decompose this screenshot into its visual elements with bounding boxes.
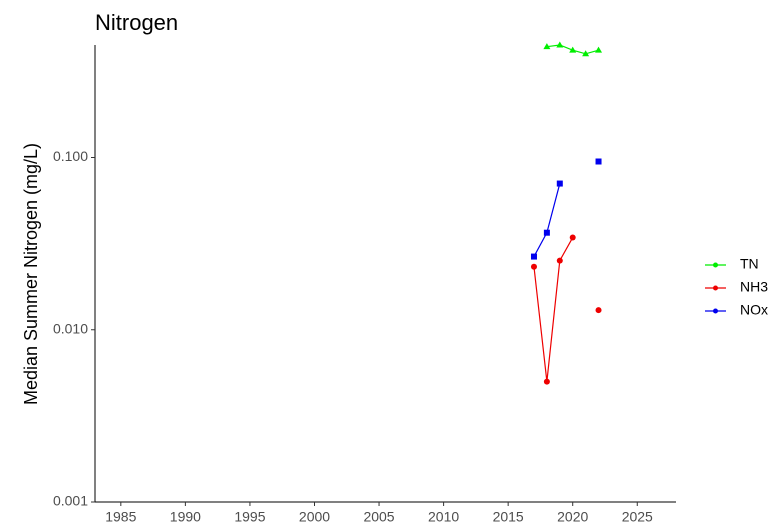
y-tick-label: 0.100 (53, 148, 88, 164)
data-point (543, 378, 550, 385)
legend-marker (713, 285, 718, 291)
data-point (530, 253, 537, 260)
series-line (533, 237, 574, 382)
x-tick-label: 2010 (428, 509, 459, 525)
x-tick-label: 2005 (363, 509, 394, 525)
legend-marker (713, 262, 718, 268)
legend-label: TN (740, 256, 759, 272)
data-point (582, 50, 590, 57)
x-tick-label: 1990 (170, 509, 201, 525)
data-point (595, 158, 602, 165)
y-tick-label: 0.010 (53, 320, 88, 336)
legend-marker (713, 308, 718, 314)
legend-label: NOx (740, 302, 768, 318)
data-point (569, 234, 576, 241)
data-point (543, 43, 551, 50)
x-tick-label: 2020 (557, 509, 588, 525)
x-tick-label: 1995 (234, 509, 265, 525)
y-axis-label: Median Summer Nitrogen (mg/L) (21, 143, 41, 405)
data-point (556, 41, 564, 48)
chart-title: Nitrogen (95, 10, 178, 35)
x-tick-label: 2025 (622, 509, 653, 525)
x-tick-label: 2000 (299, 509, 330, 525)
data-point (595, 46, 603, 53)
legend-label: NH3 (740, 279, 768, 295)
data-point (569, 46, 577, 53)
data-point (595, 307, 602, 314)
series-line (533, 183, 561, 257)
x-tick-label: 1985 (105, 509, 136, 525)
data-point (530, 263, 537, 270)
y-tick-label: 0.001 (53, 493, 88, 509)
data-point (556, 180, 563, 187)
x-tick-label: 2015 (493, 509, 524, 525)
data-point (543, 229, 550, 236)
data-point (556, 257, 563, 264)
